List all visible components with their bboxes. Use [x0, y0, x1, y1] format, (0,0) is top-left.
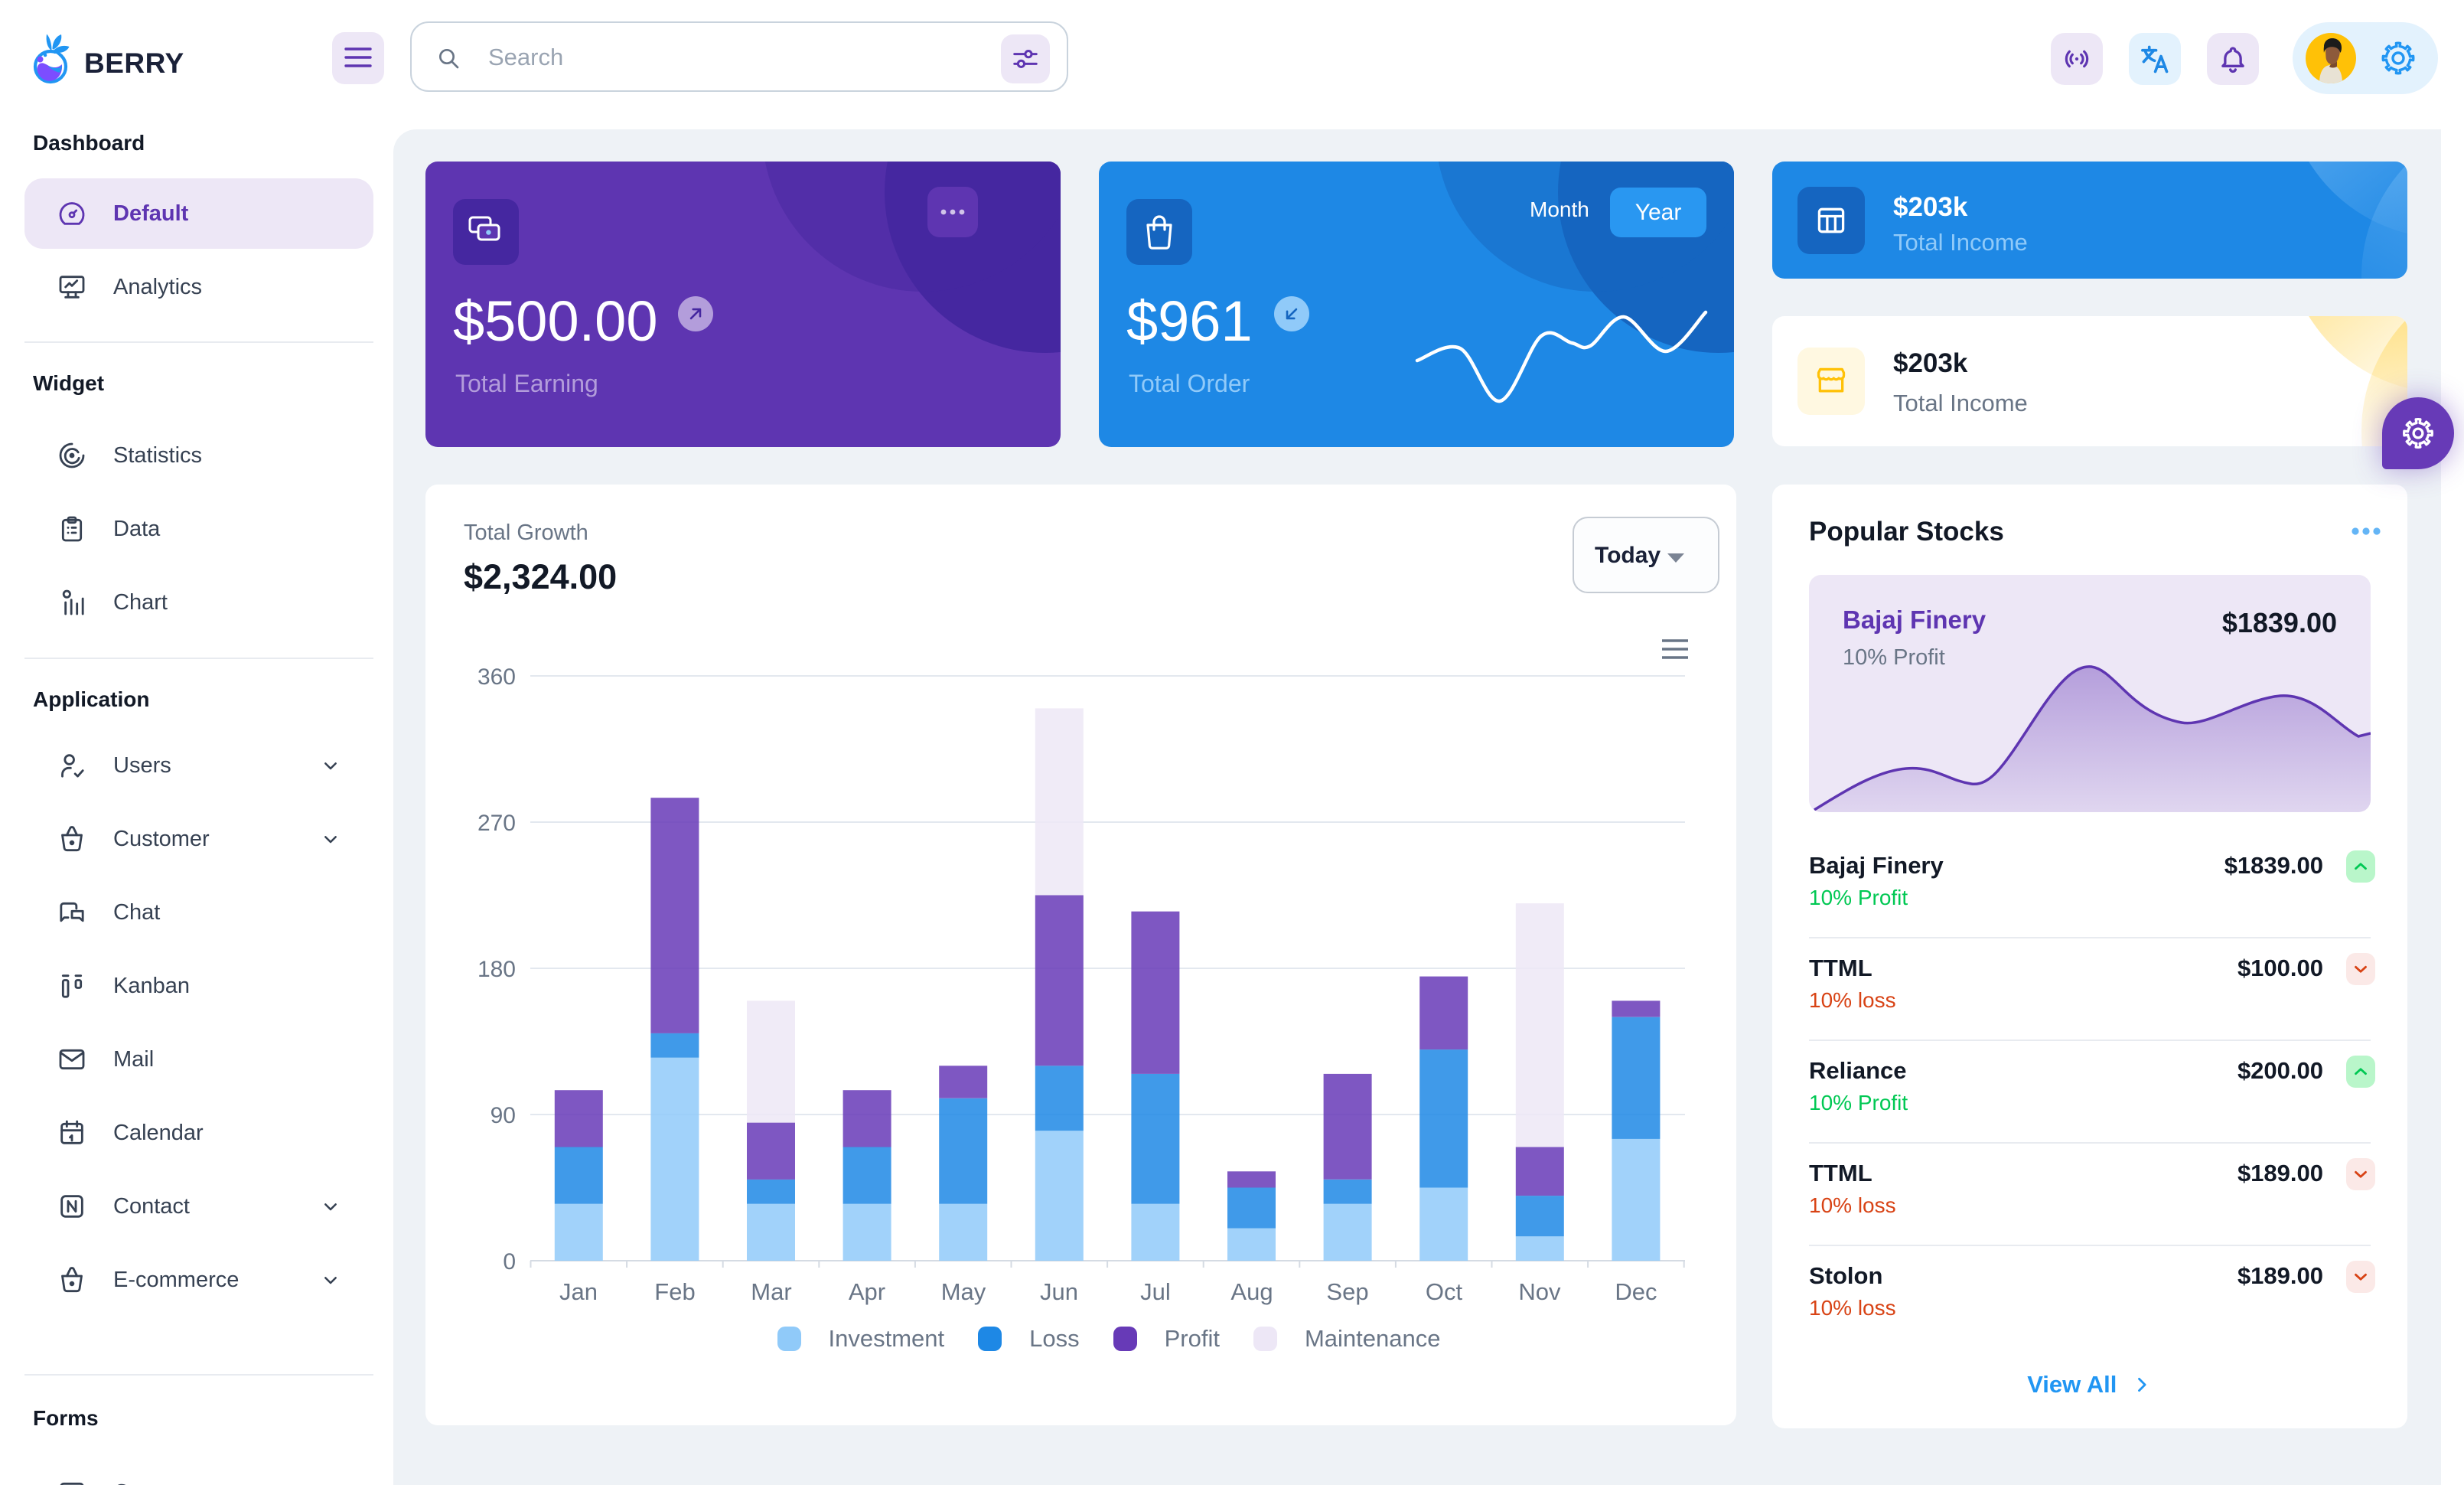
- svg-text:Apr: Apr: [849, 1278, 885, 1305]
- svg-text:Mar: Mar: [751, 1278, 791, 1305]
- svg-text:Jan: Jan: [559, 1278, 598, 1305]
- svg-text:Oct: Oct: [1426, 1278, 1463, 1305]
- svg-text:90: 90: [491, 1103, 516, 1128]
- svg-text:Jun: Jun: [1040, 1278, 1078, 1305]
- svg-text:Jul: Jul: [1140, 1278, 1171, 1305]
- svg-text:180: 180: [477, 957, 516, 982]
- svg-text:Feb: Feb: [654, 1278, 695, 1305]
- svg-text:Sep: Sep: [1326, 1278, 1368, 1305]
- svg-text:Dec: Dec: [1615, 1278, 1657, 1305]
- svg-text:270: 270: [477, 811, 516, 836]
- svg-text:0: 0: [503, 1249, 516, 1274]
- svg-text:May: May: [941, 1278, 986, 1305]
- svg-text:Nov: Nov: [1518, 1278, 1561, 1305]
- svg-text:360: 360: [477, 664, 516, 690]
- svg-text:Aug: Aug: [1230, 1278, 1273, 1305]
